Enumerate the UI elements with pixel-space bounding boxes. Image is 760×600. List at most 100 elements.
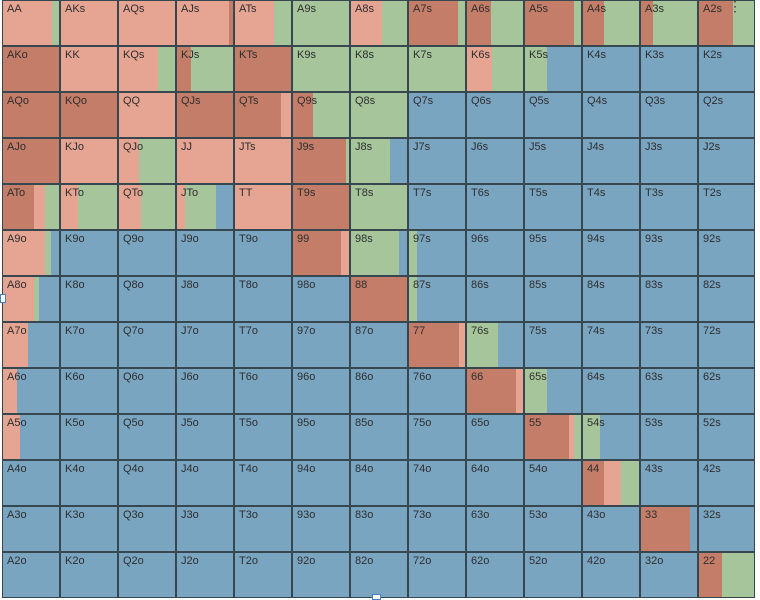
hand-cell[interactable]: KQo — [60, 92, 118, 138]
kebab-menu-icon[interactable]: ⋮ — [728, 3, 742, 10]
hand-cell[interactable]: K5o — [60, 414, 118, 460]
hand-cell[interactable]: K6s — [466, 46, 524, 92]
hand-cell[interactable]: K4s — [582, 46, 640, 92]
hand-cell[interactable]: J7s — [408, 138, 466, 184]
hand-cell[interactable]: T6s — [466, 184, 524, 230]
hand-cell[interactable]: J6s — [466, 138, 524, 184]
hand-cell[interactable]: 85s — [524, 276, 582, 322]
hand-cell[interactable]: 98o — [292, 276, 350, 322]
hand-cell[interactable]: K3o — [60, 506, 118, 552]
hand-cell[interactable]: Q4s — [582, 92, 640, 138]
hand-cell[interactable]: T2o — [234, 552, 292, 598]
hand-cell[interactable]: T8o — [234, 276, 292, 322]
hand-cell[interactable]: T7s — [408, 184, 466, 230]
hand-cell[interactable]: Q5s — [524, 92, 582, 138]
hand-cell[interactable]: 64s — [582, 368, 640, 414]
hand-cell[interactable]: 32o — [640, 552, 698, 598]
hand-cell[interactable]: 43s — [640, 460, 698, 506]
hand-cell[interactable]: AQo — [2, 92, 60, 138]
hand-cell[interactable]: QTo — [118, 184, 176, 230]
hand-cell[interactable]: A6o — [2, 368, 60, 414]
hand-cell[interactable]: K8s — [350, 46, 408, 92]
hand-cell[interactable]: 93o — [292, 506, 350, 552]
hand-cell[interactable]: J9o — [176, 230, 234, 276]
hand-cell[interactable]: 74s — [582, 322, 640, 368]
hand-cell[interactable]: 97o — [292, 322, 350, 368]
hand-cell[interactable]: 62s — [698, 368, 755, 414]
hand-cell[interactable]: A7s — [408, 0, 466, 46]
hand-cell[interactable]: JJ — [176, 138, 234, 184]
hand-cell[interactable]: 86s — [466, 276, 524, 322]
hand-cell[interactable]: J6o — [176, 368, 234, 414]
hand-cell[interactable]: J4s — [582, 138, 640, 184]
hand-cell[interactable]: 62o — [466, 552, 524, 598]
hand-cell[interactable]: QJs — [176, 92, 234, 138]
hand-cell[interactable]: 52s — [698, 414, 755, 460]
hand-cell[interactable]: 92o — [292, 552, 350, 598]
hand-cell[interactable]: KQs — [118, 46, 176, 92]
hand-cell[interactable]: T7o — [234, 322, 292, 368]
hand-cell[interactable]: 33 — [640, 506, 698, 552]
hand-cell[interactable]: 96s — [466, 230, 524, 276]
hand-cell[interactable]: T8s — [350, 184, 408, 230]
hand-cell[interactable]: A2s — [698, 0, 755, 46]
hand-cell[interactable]: Q4o — [118, 460, 176, 506]
hand-cell[interactable]: 72s — [698, 322, 755, 368]
hand-cell[interactable]: 94s — [582, 230, 640, 276]
resize-handle-left[interactable] — [0, 294, 6, 303]
hand-cell[interactable]: A5o — [2, 414, 60, 460]
hand-cell[interactable]: K8o — [60, 276, 118, 322]
hand-cell[interactable]: 63o — [466, 506, 524, 552]
hand-cell[interactable]: Q7s — [408, 92, 466, 138]
hand-cell[interactable]: J9s — [292, 138, 350, 184]
hand-cell[interactable]: T3s — [640, 184, 698, 230]
hand-cell[interactable]: 83o — [350, 506, 408, 552]
hand-cell[interactable]: 87o — [350, 322, 408, 368]
hand-cell[interactable]: A3s — [640, 0, 698, 46]
hand-cell[interactable]: QTs — [234, 92, 292, 138]
hand-cell[interactable]: 85o — [350, 414, 408, 460]
hand-cell[interactable]: 54o — [524, 460, 582, 506]
hand-cell[interactable]: K7o — [60, 322, 118, 368]
hand-cell[interactable]: 73o — [408, 506, 466, 552]
hand-cell[interactable]: A2o — [2, 552, 60, 598]
hand-cell[interactable]: KK — [60, 46, 118, 92]
hand-cell[interactable]: 77 — [408, 322, 466, 368]
hand-cell[interactable]: AKo — [2, 46, 60, 92]
hand-cell[interactable]: 64o — [466, 460, 524, 506]
hand-cell[interactable]: KTs — [234, 46, 292, 92]
hand-cell[interactable]: JTs — [234, 138, 292, 184]
hand-cell[interactable]: K5s — [524, 46, 582, 92]
hand-cell[interactable]: 53s — [640, 414, 698, 460]
hand-cell[interactable]: 92s — [698, 230, 755, 276]
hand-cell[interactable]: K9o — [60, 230, 118, 276]
hand-cell[interactable]: K7s — [408, 46, 466, 92]
hand-cell[interactable]: T9s — [292, 184, 350, 230]
hand-cell[interactable]: AA — [2, 0, 60, 46]
hand-cell[interactable]: 87s — [408, 276, 466, 322]
hand-cell[interactable]: 83s — [640, 276, 698, 322]
hand-cell[interactable]: J3s — [640, 138, 698, 184]
hand-cell[interactable]: 75s — [524, 322, 582, 368]
hand-cell[interactable]: T6o — [234, 368, 292, 414]
hand-cell[interactable]: AJo — [2, 138, 60, 184]
hand-cell[interactable]: 84s — [582, 276, 640, 322]
resize-handle-bottom[interactable] — [372, 594, 381, 600]
hand-cell[interactable]: 65s — [524, 368, 582, 414]
hand-cell[interactable]: A9s — [292, 0, 350, 46]
hand-cell[interactable]: 75o — [408, 414, 466, 460]
hand-cell[interactable]: T5o — [234, 414, 292, 460]
hand-cell[interactable]: 66 — [466, 368, 524, 414]
hand-cell[interactable]: TT — [234, 184, 292, 230]
hand-cell[interactable]: J8o — [176, 276, 234, 322]
hand-cell[interactable]: 73s — [640, 322, 698, 368]
hand-cell[interactable]: A7o — [2, 322, 60, 368]
hand-cell[interactable]: 84o — [350, 460, 408, 506]
hand-cell[interactable]: 99 — [292, 230, 350, 276]
hand-cell[interactable]: 65o — [466, 414, 524, 460]
hand-cell[interactable]: J5o — [176, 414, 234, 460]
hand-cell[interactable]: 55 — [524, 414, 582, 460]
hand-cell[interactable]: A4s — [582, 0, 640, 46]
hand-cell[interactable]: JTo — [176, 184, 234, 230]
hand-cell[interactable]: 95o — [292, 414, 350, 460]
